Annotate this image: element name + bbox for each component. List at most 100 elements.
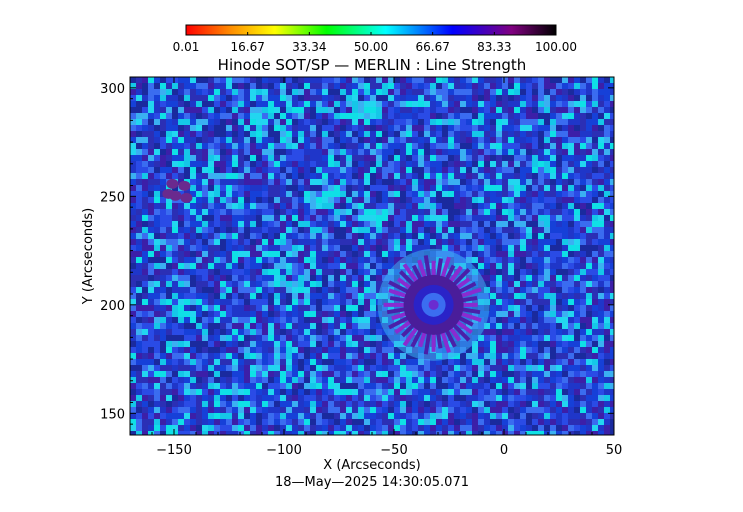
heatmap-cell: [202, 305, 208, 311]
heatmap-cell: [346, 263, 352, 269]
heatmap-cell: [376, 185, 382, 191]
heatmap-cell: [466, 401, 472, 407]
heatmap-cell: [286, 359, 292, 365]
heatmap-cell: [472, 173, 478, 179]
heatmap-cell: [466, 197, 472, 203]
heatmap-cell: [178, 293, 184, 299]
heatmap-cell: [556, 371, 562, 377]
heatmap-cell: [166, 281, 172, 287]
heatmap-cell: [424, 215, 430, 221]
heatmap-cell: [610, 119, 614, 125]
heatmap-cell: [268, 209, 274, 215]
heatmap-cell: [244, 101, 250, 107]
heatmap-cell: [502, 221, 508, 227]
heatmap-cell: [250, 341, 256, 347]
heatmap-cell: [604, 101, 610, 107]
heatmap-cell: [544, 263, 550, 269]
heatmap-cell: [184, 359, 190, 365]
heatmap-cell: [274, 293, 280, 299]
heatmap-cell: [418, 167, 424, 173]
heatmap-cell: [316, 113, 322, 119]
heatmap-cell: [190, 149, 196, 155]
heatmap-cell: [382, 419, 388, 425]
heatmap-cell: [538, 281, 544, 287]
heatmap-cell: [562, 155, 568, 161]
x-tick-label: −50: [380, 443, 407, 458]
heatmap-cell: [394, 77, 400, 83]
sunspot-penumbra-filament: [455, 319, 473, 335]
heatmap-cell: [550, 341, 556, 347]
heatmap-cell: [448, 233, 454, 239]
heatmap-cell: [496, 365, 502, 371]
heatmap-cell: [478, 137, 484, 143]
heatmap-cell: [316, 263, 322, 269]
x-axis-label: X (Arcseconds): [323, 458, 420, 473]
heatmap-cell: [286, 197, 292, 203]
heatmap-cell: [556, 395, 562, 401]
heatmap-cell: [268, 347, 274, 353]
heatmap-cell: [580, 185, 586, 191]
heatmap-cell: [478, 407, 484, 413]
heatmap-cell: [436, 119, 442, 125]
heatmap-cell: [580, 251, 586, 257]
heatmap-cell: [604, 167, 610, 173]
heatmap-cell: [346, 329, 352, 335]
heatmap-cell: [592, 359, 598, 365]
heatmap-cell: [172, 95, 178, 101]
heatmap-cell: [292, 299, 298, 305]
heatmap-cell: [334, 233, 340, 239]
heatmap-cell: [490, 239, 496, 245]
heatmap-cell: [304, 155, 310, 161]
heatmap-cell: [376, 113, 382, 119]
heatmap-cell: [442, 191, 448, 197]
heatmap-cell: [268, 131, 274, 137]
heatmap-cell: [202, 95, 208, 101]
heatmap-cell: [292, 209, 298, 215]
heatmap-cell: [418, 179, 424, 185]
heatmap-cell: [346, 389, 352, 395]
heatmap-cell: [502, 245, 508, 251]
heatmap-cell: [208, 83, 214, 89]
heatmap-cell: [166, 113, 172, 119]
heatmap-cell: [268, 377, 274, 383]
heatmap-cell: [526, 101, 532, 107]
heatmap-cell: [490, 233, 496, 239]
heatmap-cell: [154, 179, 160, 185]
heatmap-cell: [520, 197, 526, 203]
heatmap-cell: [142, 353, 148, 359]
heatmap-cell: [388, 137, 394, 143]
heatmap-cell: [238, 293, 244, 299]
heatmap-cell: [526, 281, 532, 287]
heatmap-cell: [604, 95, 610, 101]
heatmap-cell: [460, 191, 466, 197]
heatmap-cell: [202, 371, 208, 377]
heatmap-cell: [610, 203, 614, 209]
heatmap-cell: [496, 389, 502, 395]
heatmap-cell: [244, 257, 250, 263]
heatmap-cell: [568, 101, 574, 107]
heatmap-cell: [226, 329, 232, 335]
heatmap-cell: [496, 251, 502, 257]
heatmap-cell: [220, 395, 226, 401]
heatmap-cell: [334, 263, 340, 269]
heatmap-cell: [610, 107, 614, 113]
heatmap-cell: [430, 119, 436, 125]
heatmap-cell: [298, 191, 304, 197]
heatmap-cell: [214, 257, 220, 263]
heatmap-cell: [544, 167, 550, 173]
heatmap-cell: [322, 395, 328, 401]
heatmap-cell: [574, 191, 580, 197]
heatmap-cell: [490, 185, 496, 191]
heatmap-cell: [466, 431, 472, 435]
heatmap-cell: [496, 233, 502, 239]
heatmap-cell: [232, 245, 238, 251]
heatmap-cell: [190, 275, 196, 281]
heatmap-cell: [166, 95, 172, 101]
heatmap-cell: [484, 107, 490, 113]
heatmap-cell: [442, 155, 448, 161]
heatmap-cell: [340, 299, 346, 305]
heatmap-cell: [484, 425, 490, 431]
heatmap-cell: [448, 173, 454, 179]
heatmap-cell: [502, 389, 508, 395]
heatmap-cell: [244, 113, 250, 119]
